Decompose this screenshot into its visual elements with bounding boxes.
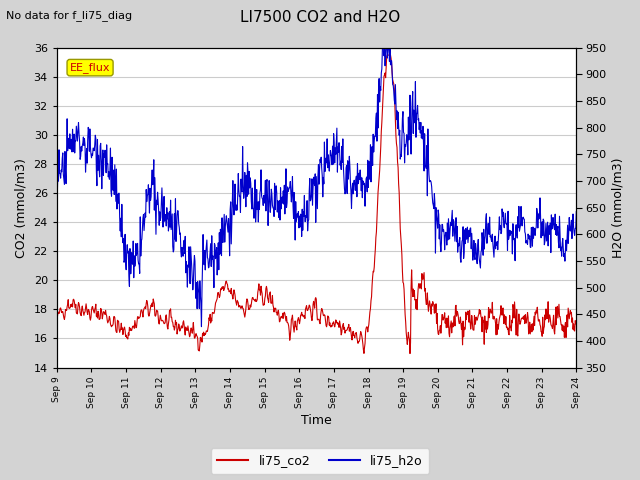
Text: No data for f_li75_diag: No data for f_li75_diag xyxy=(6,10,132,21)
Y-axis label: CO2 (mmol/m3): CO2 (mmol/m3) xyxy=(15,158,28,258)
Y-axis label: H2O (mmol/m3): H2O (mmol/m3) xyxy=(612,157,625,258)
Text: EE_flux: EE_flux xyxy=(70,62,110,73)
Text: LI7500 CO2 and H2O: LI7500 CO2 and H2O xyxy=(240,10,400,24)
X-axis label: Time: Time xyxy=(301,414,332,427)
Legend: li75_co2, li75_h2o: li75_co2, li75_h2o xyxy=(211,448,429,474)
